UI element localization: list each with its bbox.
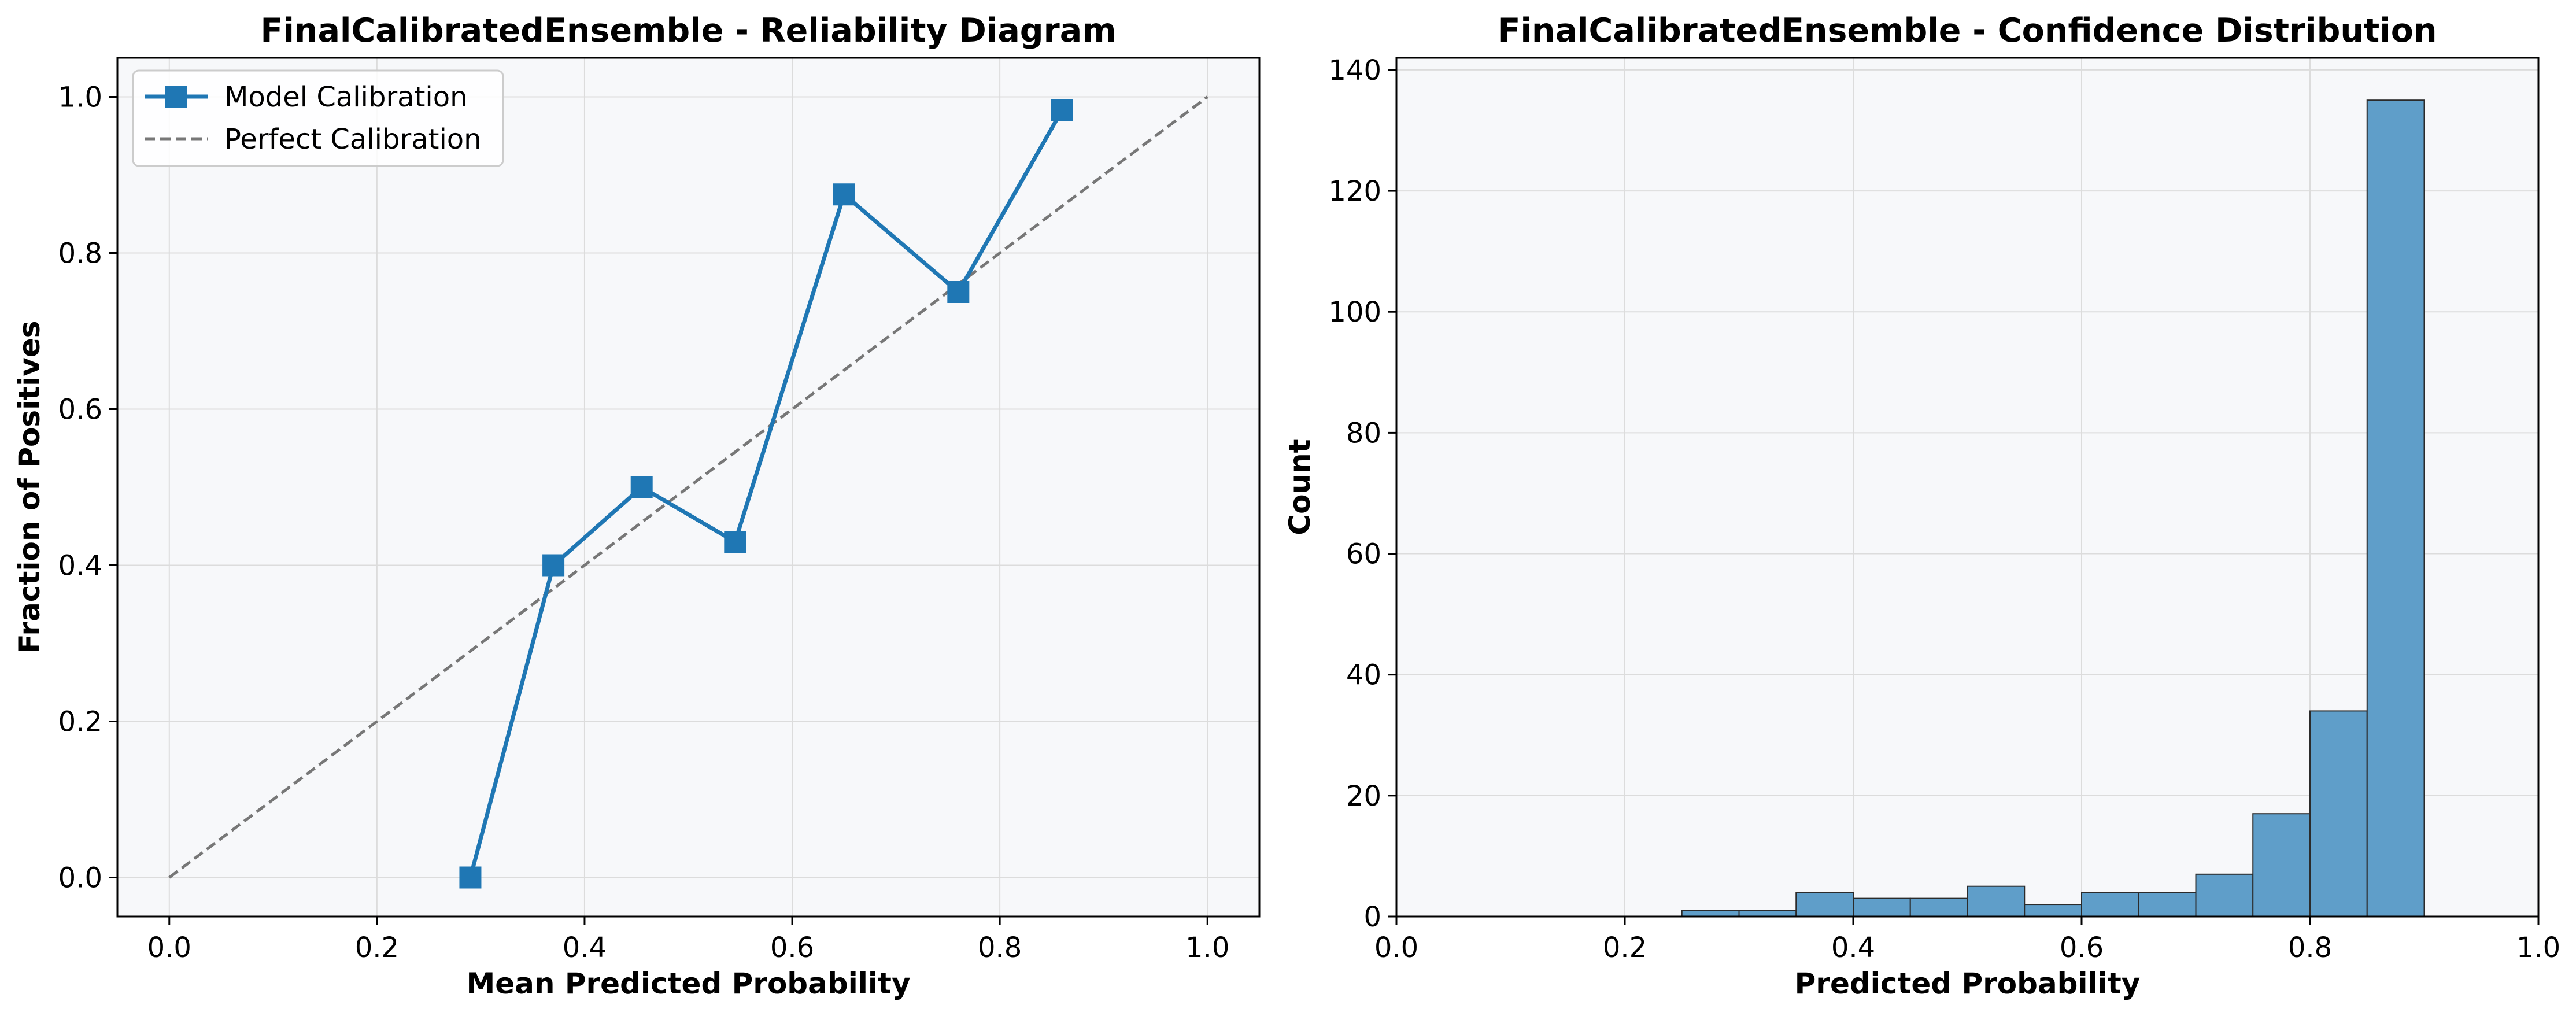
histogram-bar <box>2195 873 2254 917</box>
histogram-bar <box>1967 885 2026 918</box>
x-tick-label: 0.4 <box>563 932 607 964</box>
x-tick-label: 1.0 <box>1185 932 1229 964</box>
y-tick-label: 0 <box>1363 901 1381 933</box>
x-tick-label: 0.6 <box>770 932 814 964</box>
model-calibration-marker <box>459 866 482 889</box>
histogram-bar <box>1795 892 1854 918</box>
y-tick-label: 0.0 <box>58 862 102 895</box>
histogram-bar <box>1909 897 1968 917</box>
legend-perfect-label: Perfect Calibration <box>224 123 482 156</box>
histogram-bar <box>1681 910 1740 917</box>
reliability-panel: 0.0 0.2 0.4 0.6 0.8 1.0 0.0 0.2 0.4 0.6 0.8 1.0 Mod… <box>13 12 1261 1000</box>
histogram-bar <box>2309 710 2368 918</box>
reliability-grid <box>117 58 1259 917</box>
y-tick-label: 0.2 <box>58 706 102 738</box>
model-calibration-marker <box>947 281 970 303</box>
confidence-x-axis-label: Predicted Probability <box>1795 967 2141 1000</box>
legend-model-marker <box>165 86 187 108</box>
y-tick-label: 60 <box>1346 538 1381 571</box>
y-tick-label: 40 <box>1346 659 1381 692</box>
y-tick-label: 0.4 <box>58 550 102 582</box>
confidence-panel: 0.0 0.2 0.4 0.6 0.8 1.0 0 20 40 60 80 100 120 140 Fin… <box>1283 12 2560 1000</box>
reliability-ticks: 0.0 0.2 0.4 0.6 0.8 1.0 0.0 0.2 0.4 0.6 0.8 1.0 <box>58 82 1230 965</box>
x-tick-label: 0.0 <box>1374 932 1418 964</box>
histogram-bar <box>2252 813 2311 917</box>
model-calibration-marker <box>1051 99 1073 121</box>
model-calibration-marker <box>630 476 653 498</box>
reliability-y-axis-label: Fraction of Positives <box>13 320 46 653</box>
x-tick-label: 0.2 <box>355 932 399 964</box>
histogram-bar <box>2366 99 2425 917</box>
reliability-title: FinalCalibratedEnsemble - Reliability Di… <box>260 12 1116 50</box>
x-tick-label: 0.8 <box>2288 932 2332 964</box>
x-tick-label: 0.4 <box>1831 932 1875 964</box>
y-tick-label: 1.0 <box>58 82 102 114</box>
reliability-axes-frame <box>116 57 1261 918</box>
y-tick-label: 20 <box>1346 780 1381 812</box>
x-tick-label: 1.0 <box>2516 932 2560 964</box>
legend-model-label: Model Calibration <box>224 81 468 113</box>
x-tick-label: 0.0 <box>147 932 191 964</box>
legend-box <box>132 69 504 167</box>
x-tick-label: 0.8 <box>978 932 1022 964</box>
model-calibration-marker <box>833 183 855 206</box>
x-tick-label: 0.2 <box>1603 932 1647 964</box>
reliability-legend: Model Calibration Perfect Calibration <box>132 69 504 167</box>
y-tick-label: 100 <box>1328 296 1381 328</box>
y-tick-label: 80 <box>1346 417 1381 449</box>
histogram-bar <box>1853 897 1911 917</box>
histogram-bar <box>2081 892 2139 918</box>
x-tick-label: 0.6 <box>2060 932 2104 964</box>
reliability-x-axis-label: Mean Predicted Probability <box>466 967 910 1000</box>
histogram-bar <box>2024 904 2082 917</box>
confidence-y-axis-label: Count <box>1283 439 1317 535</box>
histogram-bar <box>1738 910 1797 917</box>
y-tick-label: 140 <box>1328 54 1381 87</box>
y-tick-label: 0.6 <box>58 394 102 426</box>
model-calibration-marker <box>724 531 746 553</box>
confidence-axes-frame <box>1395 57 2540 918</box>
y-tick-label: 120 <box>1328 175 1381 208</box>
model-calibration-marker <box>542 554 565 577</box>
confidence-title: FinalCalibratedEnsemble - Confidence Dis… <box>1498 12 2437 50</box>
perfect-calibration-line <box>168 95 1208 879</box>
reliability-series <box>168 95 1208 889</box>
y-tick-label: 0.8 <box>58 238 102 270</box>
confidence-histogram-bars <box>1681 99 2425 918</box>
confidence-ticks: 0.0 0.2 0.4 0.6 0.8 1.0 0 20 40 60 80 100 120 140 <box>1328 54 2560 964</box>
histogram-bar <box>2138 892 2197 918</box>
